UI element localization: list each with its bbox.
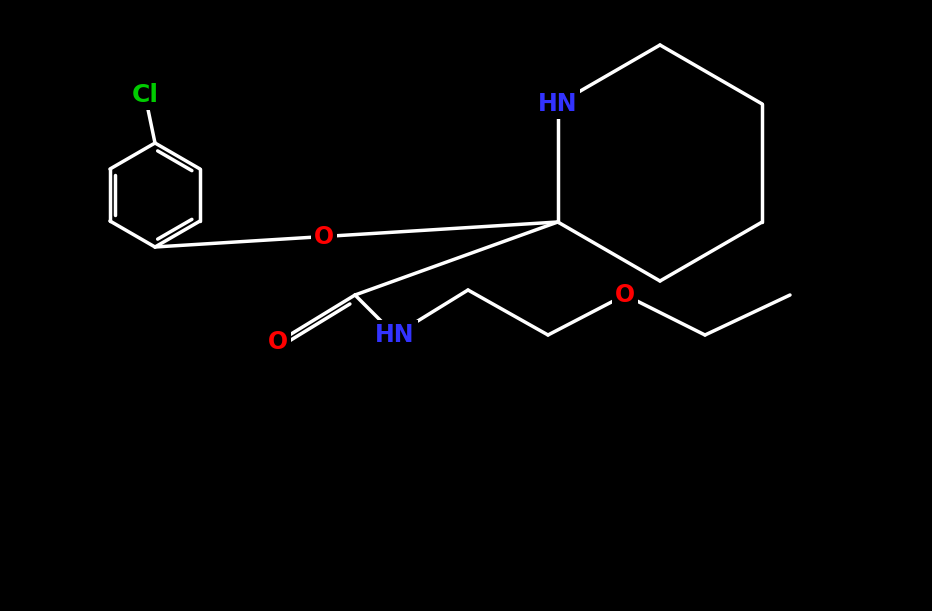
Text: O: O: [615, 283, 635, 307]
Text: O: O: [267, 330, 288, 354]
Text: Cl: Cl: [131, 83, 158, 107]
Text: O: O: [314, 224, 335, 249]
Text: HN: HN: [376, 323, 415, 347]
Text: HN: HN: [538, 92, 578, 116]
